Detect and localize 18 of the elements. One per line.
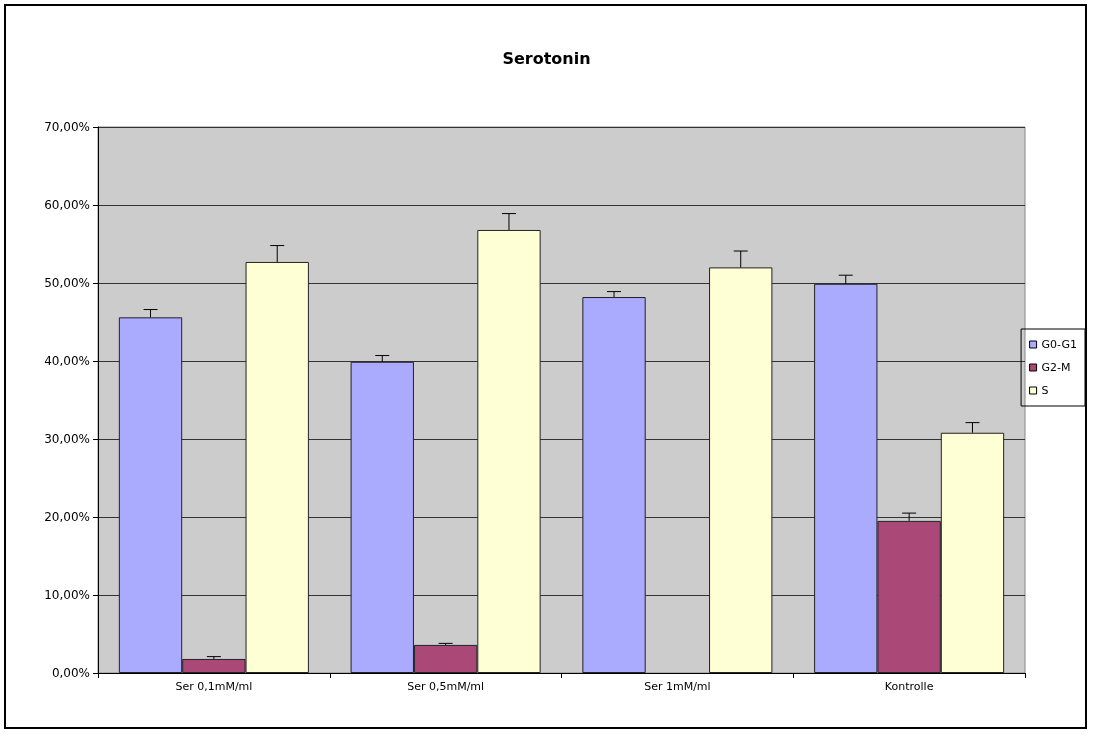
y-tick-label: 40,00% [44,354,90,368]
chart-title: Serotonin [502,48,591,68]
legend-label: G0-G1 [1041,338,1077,351]
y-tick-label: 60,00% [44,198,90,212]
y-tick-label: 0,00% [51,666,90,680]
legend-label: S [1041,384,1049,397]
y-tick-label: 70,00% [44,120,90,134]
x-tick-label: Ser 0,1mM/ml [175,680,253,693]
x-tick-label: Ser 0,5mM/ml [407,680,485,693]
y-tick-label: 50,00% [44,276,90,290]
x-tick-label: Ser 1mM/ml [644,680,711,693]
y-tick-label: 10,00% [44,588,90,602]
x-tick-label: Kontrolle [884,680,934,693]
y-tick-label: 30,00% [44,432,90,446]
legend-label: G2-M [1041,361,1071,374]
bar [582,297,646,673]
bar [709,267,773,673]
y-tick-label: 20,00% [44,510,90,524]
